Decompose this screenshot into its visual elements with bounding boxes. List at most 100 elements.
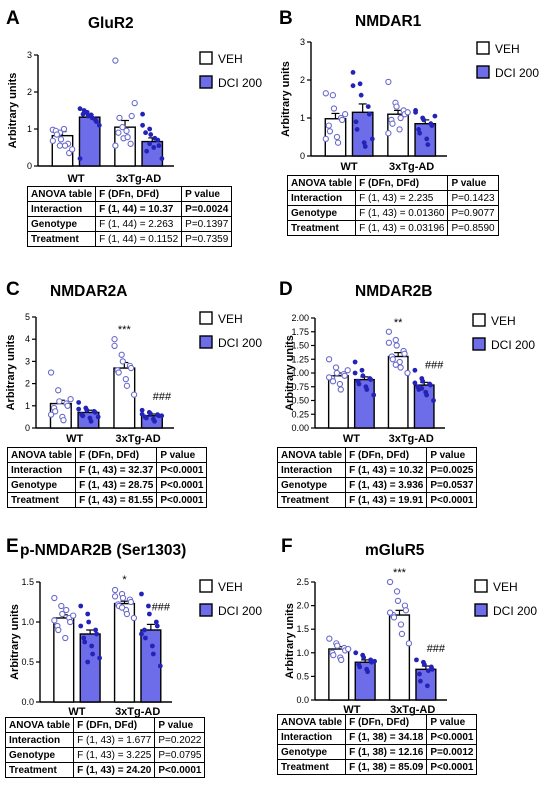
data-point-veh	[130, 614, 138, 622]
data-point-veh	[405, 640, 413, 647]
legend-swatch-dci	[199, 75, 213, 89]
data-point-dci	[368, 377, 374, 382]
data-point-dci	[428, 382, 433, 388]
y-tick-label: 0.0	[296, 695, 309, 705]
data-point-dci	[80, 111, 86, 117]
y-tick-label: 2	[300, 75, 305, 85]
y-tick-label: 0.75	[291, 382, 309, 392]
anova-p-value: P<0.0001	[156, 492, 208, 508]
anova-header-cell: P value	[426, 714, 478, 730]
significance-mark: *	[122, 574, 127, 586]
data-point-veh	[131, 99, 138, 107]
legend-label-dci: DCI 200	[218, 76, 262, 90]
data-point-dci	[149, 643, 155, 649]
anova-f-value: F (1, 44) = 10.37	[95, 201, 183, 217]
data-point-veh	[111, 586, 119, 594]
data-point-dci	[360, 373, 366, 379]
anova-row-label: Treatment	[286, 220, 357, 236]
data-point-dci	[77, 156, 83, 162]
data-point-dci	[362, 144, 368, 149]
significance-mark: ###	[152, 601, 171, 613]
data-point-dci	[90, 651, 96, 657]
legend-label-dci: DCI 200	[493, 604, 537, 618]
data-point-dci	[76, 400, 82, 405]
anova-p-value: P=0.0024	[181, 201, 233, 217]
significance-mark: ***	[118, 324, 132, 336]
panel-c: C NMDAR2A 0 1 2 3 4 5 Arbitrary units WT 3xTg-AD **…	[0, 265, 275, 510]
data-point-veh	[111, 336, 118, 343]
data-point-dci	[148, 411, 153, 416]
legend-label-veh: VEH	[218, 52, 243, 66]
data-point-veh	[127, 598, 135, 606]
data-point-dci	[417, 130, 423, 136]
anova-f-value: F (1, 43) = 28.75	[75, 477, 158, 493]
data-point-veh	[56, 142, 64, 149]
data-point-dci	[350, 83, 356, 89]
data-point-dci	[95, 414, 101, 420]
y-tick-label: 0.5	[296, 671, 309, 681]
anova-table: ANOVA table F (DFn, DFd) P value Interacti…	[276, 714, 478, 775]
data-point-veh	[385, 78, 392, 86]
data-point-dci	[80, 413, 86, 419]
data-point-dci	[412, 380, 418, 386]
bar-dci	[78, 116, 101, 167]
data-point-dci	[143, 415, 149, 421]
x-group-label: 3xTg-AD	[389, 433, 434, 445]
anova-row-label: Interaction	[26, 201, 97, 217]
anova-p-value: P<0.0001	[426, 492, 478, 508]
data-point-veh	[119, 594, 127, 602]
chart-nmdar2b: D NMDAR2B 0.00 0.25 0.50 0.75 1.00 1.25 1.50 1.75…	[279, 279, 535, 445]
data-point-veh	[325, 356, 333, 363]
legend-label-dci: DCI 200	[218, 604, 262, 618]
data-point-dci	[350, 70, 356, 75]
data-point-veh	[55, 626, 62, 634]
data-point-dci	[159, 413, 165, 419]
anova-f-value: F (1, 44) = 2.263	[95, 216, 183, 232]
data-point-dci	[78, 603, 84, 609]
significance-mark: ###	[427, 643, 446, 655]
significance-mark: ***	[393, 567, 407, 579]
x-group-label: 3xTg-AD	[116, 433, 161, 445]
data-point-veh	[56, 398, 63, 405]
anova-f-value: F (1, 38) = 85.09	[345, 759, 428, 775]
data-point-dci	[417, 671, 422, 677]
anova-row-label: Interaction	[276, 729, 347, 745]
data-point-veh	[63, 606, 70, 614]
data-point-veh	[392, 361, 399, 368]
anova-row-label: Treatment	[276, 492, 347, 508]
data-point-dci	[139, 407, 145, 413]
data-point-veh	[325, 122, 332, 129]
anova-row-label: Treatment	[276, 759, 347, 775]
data-point-veh	[329, 378, 337, 385]
data-point-veh	[67, 618, 74, 626]
data-point-dci	[81, 635, 87, 641]
data-point-dci	[85, 659, 91, 665]
data-point-veh	[116, 114, 123, 122]
anova-f-value: F (1, 43) = 0.01360	[355, 205, 449, 221]
data-point-dci	[416, 126, 421, 132]
data-point-dci	[89, 643, 95, 649]
data-point-dci	[159, 156, 165, 162]
y-tick-label: 1.50	[291, 341, 309, 351]
data-point-veh	[336, 380, 344, 388]
anova-table: ANOVA table F (DFn, DFd) P value Interacti…	[26, 186, 233, 247]
data-point-dci	[88, 418, 94, 424]
data-point-dci	[354, 126, 360, 132]
data-point-dci	[352, 370, 358, 376]
y-tick-label: 0.50	[291, 396, 309, 406]
anova-p-value: P=0.7359	[181, 231, 233, 247]
legend-swatch-veh	[474, 579, 488, 593]
data-point-dci	[84, 109, 90, 115]
data-point-veh	[49, 137, 56, 144]
y-tick-label: 1.00	[291, 368, 309, 378]
data-point-dci	[359, 367, 365, 373]
anova-row-label: Interaction	[4, 732, 75, 748]
data-point-dci	[413, 109, 418, 115]
data-point-veh	[393, 103, 400, 110]
legend-swatch-veh	[199, 51, 213, 65]
data-point-veh	[119, 124, 126, 131]
anova-row-label: Treatment	[26, 231, 97, 247]
data-point-veh	[115, 369, 122, 376]
anova-header-cell: P value	[426, 447, 478, 463]
